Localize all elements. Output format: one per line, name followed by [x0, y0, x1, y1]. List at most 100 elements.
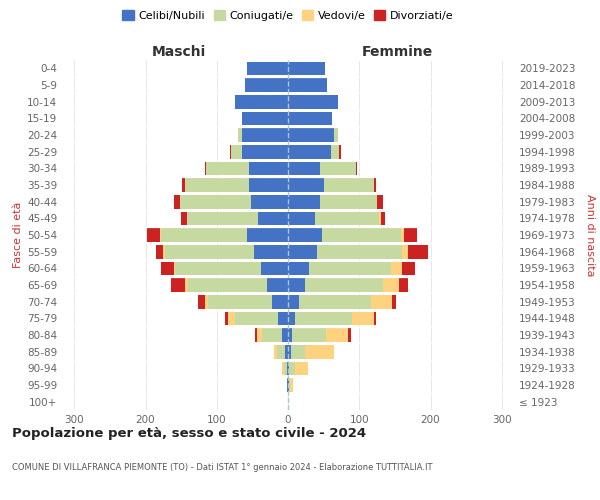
Bar: [356, 162, 357, 175]
Bar: [287, 362, 288, 375]
Bar: [205, 295, 208, 308]
Bar: [289, 362, 295, 375]
Bar: [379, 212, 380, 225]
Bar: [288, 178, 323, 192]
Bar: [187, 212, 258, 225]
Bar: [163, 245, 165, 258]
Bar: [289, 378, 290, 392]
Bar: [292, 328, 326, 342]
Bar: [182, 178, 185, 192]
Bar: [206, 162, 249, 175]
Bar: [299, 295, 371, 308]
Bar: [261, 262, 288, 275]
Bar: [181, 212, 187, 225]
Bar: [404, 228, 417, 242]
Bar: [231, 145, 242, 158]
Bar: [242, 145, 288, 158]
Bar: [322, 228, 401, 242]
Bar: [288, 312, 295, 325]
Bar: [295, 312, 352, 325]
Bar: [323, 178, 373, 192]
Bar: [399, 278, 408, 292]
Bar: [315, 212, 379, 225]
Bar: [288, 328, 292, 342]
Bar: [277, 345, 285, 358]
Bar: [331, 145, 340, 158]
Bar: [288, 378, 289, 392]
Bar: [251, 195, 288, 208]
Bar: [247, 228, 288, 242]
Bar: [274, 345, 277, 358]
Bar: [320, 162, 356, 175]
Bar: [254, 245, 288, 258]
Bar: [235, 95, 288, 108]
Bar: [174, 195, 180, 208]
Bar: [401, 228, 404, 242]
Bar: [317, 245, 402, 258]
Bar: [352, 312, 373, 325]
Bar: [208, 295, 272, 308]
Bar: [262, 328, 283, 342]
Bar: [288, 295, 299, 308]
Bar: [257, 328, 262, 342]
Text: COMUNE DI VILLAFRANCA PIEMONTE (TO) - Dati ISTAT 1° gennaio 2024 - Elaborazione : COMUNE DI VILLAFRANCA PIEMONTE (TO) - Da…: [12, 462, 433, 471]
Text: Femmine: Femmine: [362, 45, 433, 59]
Bar: [242, 112, 288, 125]
Bar: [188, 278, 266, 292]
Bar: [288, 278, 305, 292]
Bar: [305, 345, 334, 358]
Bar: [258, 212, 288, 225]
Bar: [288, 78, 327, 92]
Bar: [373, 312, 376, 325]
Y-axis label: Anni di nascita: Anni di nascita: [585, 194, 595, 276]
Bar: [305, 278, 383, 292]
Bar: [288, 112, 332, 125]
Bar: [242, 128, 288, 142]
Bar: [165, 245, 254, 258]
Bar: [288, 262, 310, 275]
Bar: [288, 212, 315, 225]
Bar: [180, 195, 251, 208]
Bar: [288, 145, 331, 158]
Bar: [402, 245, 408, 258]
Bar: [185, 278, 188, 292]
Bar: [156, 245, 163, 258]
Bar: [288, 128, 334, 142]
Bar: [226, 312, 228, 325]
Bar: [247, 62, 288, 75]
Bar: [249, 178, 288, 192]
Bar: [310, 262, 391, 275]
Bar: [295, 362, 308, 375]
Bar: [373, 178, 376, 192]
Bar: [238, 128, 242, 142]
Bar: [287, 378, 288, 392]
Bar: [283, 362, 284, 375]
Bar: [408, 245, 428, 258]
Bar: [288, 245, 317, 258]
Bar: [290, 378, 293, 392]
Bar: [205, 162, 206, 175]
Bar: [235, 312, 278, 325]
Bar: [249, 162, 288, 175]
Bar: [288, 62, 325, 75]
Bar: [288, 95, 338, 108]
Bar: [288, 362, 289, 375]
Bar: [284, 362, 287, 375]
Bar: [228, 312, 235, 325]
Bar: [198, 295, 205, 308]
Bar: [255, 328, 257, 342]
Bar: [380, 212, 385, 225]
Bar: [171, 278, 185, 292]
Bar: [230, 145, 231, 158]
Bar: [288, 345, 291, 358]
Bar: [161, 262, 174, 275]
Bar: [245, 78, 288, 92]
Bar: [377, 195, 383, 208]
Bar: [161, 228, 247, 242]
Bar: [320, 195, 377, 208]
Bar: [288, 162, 320, 175]
Bar: [326, 328, 348, 342]
Bar: [334, 128, 338, 142]
Bar: [278, 312, 288, 325]
Bar: [288, 195, 320, 208]
